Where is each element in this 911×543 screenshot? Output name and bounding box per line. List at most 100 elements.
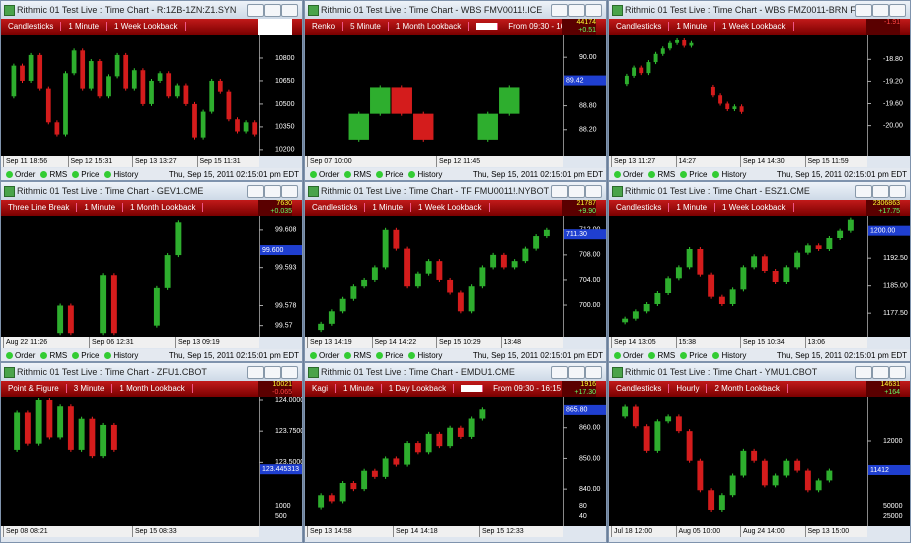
toolbar-item[interactable]: Candlesticks [1,22,62,31]
window-button[interactable] [872,185,889,198]
window-button[interactable] [889,4,906,17]
toolbar-item[interactable]: 1 Week Lookback [715,203,794,212]
window-button[interactable] [264,4,281,17]
toolbar-item[interactable]: 1 Minute [77,203,124,212]
window-button[interactable] [247,4,264,17]
status-item[interactable]: Order [623,351,644,360]
window-button[interactable] [551,185,568,198]
window-button[interactable] [281,366,298,379]
price-label: 850.00 [579,455,601,462]
status-item[interactable]: History [113,170,139,179]
candle [348,113,369,140]
toolbar-item[interactable]: 2 Month Lookback [707,384,788,393]
status-item[interactable]: RMS [353,170,372,179]
window-button[interactable] [855,185,872,198]
status-item[interactable]: Order [319,351,340,360]
status-item[interactable]: RMS [657,170,676,179]
status-item[interactable]: Order [15,170,36,179]
toolbar-item[interactable]: 1 Minute [365,203,412,212]
status-item[interactable]: Order [623,170,644,179]
status-dot [614,352,621,359]
window-button[interactable] [585,366,602,379]
candle [425,433,432,453]
status-item[interactable]: Order [15,351,36,360]
window-button[interactable] [247,366,264,379]
window-button[interactable] [855,366,872,379]
toolbar-item[interactable]: Candlesticks [609,203,670,212]
window-button[interactable] [872,4,889,17]
chart-window: Rithmic 01 Test Live : Time Chart - ESZ1… [608,181,911,362]
status-item[interactable]: History [721,351,747,360]
window-button[interactable] [585,185,602,198]
toolbar-item[interactable]: 1 Minute [669,203,716,212]
toolbar-item[interactable]: 1 Week Lookback [107,22,186,31]
status-item[interactable]: History [417,351,443,360]
status-item[interactable]: Price [81,351,100,360]
toolbar-item[interactable]: Point & Figure [1,384,67,393]
last-price-box [868,225,910,236]
price-label: -19.20 [883,78,903,85]
status-item[interactable]: History [417,170,443,179]
toolbar-item[interactable]: 1 Minute [61,22,108,31]
window-button[interactable] [264,185,281,198]
time-label: Sep 15 08:33 [132,526,177,537]
toolbar-item[interactable]: 1 Minute [336,384,382,393]
candle [20,65,25,81]
toolbar-item[interactable]: 5 Minute [343,22,389,31]
time-label: Sep 13 09:19 [175,337,220,348]
window-button[interactable] [568,366,585,379]
toolbar-item[interactable]: 1 Month Lookback [388,22,470,31]
status-item[interactable]: RMS [49,351,68,360]
toolbar-item[interactable]: 1 Minute [669,22,716,31]
time-label: Aug 22 11:26 [3,337,47,348]
window-button[interactable] [855,4,872,17]
status-item[interactable]: RMS [657,351,676,360]
window-button[interactable] [551,4,568,17]
toolbar-item[interactable]: Candlesticks [609,22,670,31]
status-dot [712,352,720,359]
window-button[interactable] [585,4,602,17]
status-item[interactable]: History [113,351,139,360]
candle [815,480,822,491]
candle [643,426,650,451]
status-item[interactable]: History [721,170,747,179]
toolbar-item[interactable]: Candlesticks [609,384,670,393]
window-button[interactable] [551,366,568,379]
window-button[interactable] [568,4,585,17]
toolbar-item[interactable]: Kagi [305,384,337,393]
volume-label: 50000 [883,503,903,510]
toolbar-item[interactable]: Three Line Break [1,203,78,212]
window-button[interactable] [281,185,298,198]
toolbar-item[interactable]: 1 Day Lookback [381,384,455,393]
window-button[interactable] [872,366,889,379]
window-button[interactable] [568,185,585,198]
toolbar-item[interactable]: 1 Week Lookback [715,22,794,31]
status-item[interactable]: Order [319,170,340,179]
toolbar-item[interactable]: Hourly [669,384,708,393]
status-item[interactable]: Price [385,351,404,360]
toolbar-item[interactable]: 1 Month Lookback [112,384,193,393]
status-item[interactable]: RMS [49,170,68,179]
time-axis: Sep 14 13:05 15:38 Sep 15 10:34 13:06 [609,337,867,348]
window-title: Rithmic 01 Test Live : Time Chart - ZFU1… [17,367,207,377]
toolbar-item[interactable]: Renko [305,22,344,31]
toolbar-item[interactable]: 1 Month Lookback [123,203,204,212]
status-item[interactable]: Price [689,351,708,360]
toolbar-item[interactable]: 3 Minute [66,384,113,393]
window-button[interactable] [281,4,298,17]
volume-label: 1000 [275,503,291,510]
status-item[interactable]: Price [385,170,404,179]
window-button[interactable] [889,185,906,198]
status-item[interactable]: Price [81,170,100,179]
status-item[interactable]: Price [689,170,708,179]
window-button[interactable] [247,185,264,198]
status-item[interactable]: RMS [353,351,372,360]
window-button[interactable] [889,366,906,379]
toolbar-item[interactable]: 1 Week Lookback [411,203,490,212]
candle [543,229,550,237]
window-button[interactable] [264,366,281,379]
candle [847,219,854,231]
toolbar-item[interactable]: Candlesticks [305,203,366,212]
session-filter[interactable]: From 09:30 - 16:00 [469,22,593,31]
session-filter[interactable]: From 09:30 - 16:15 [454,384,578,393]
